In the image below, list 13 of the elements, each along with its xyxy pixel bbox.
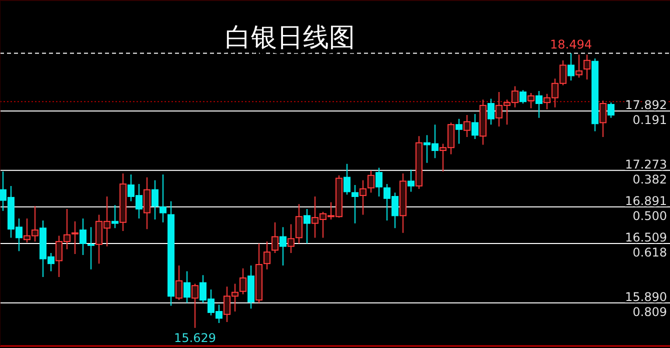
y2-tick-label: 0.809 (632, 304, 667, 319)
y-tick-label: 17.273 (625, 157, 667, 172)
annotation: 15.629 (174, 330, 216, 345)
y2-tick-label: 0.191 (632, 113, 667, 127)
y-tick-label: 16.509 (625, 230, 667, 245)
y2-tick-label: 0.500 (632, 208, 667, 223)
y2-tick-label: 0.618 (632, 246, 667, 260)
annotation: 18.494 (550, 37, 592, 52)
title: 白银日线图 (225, 23, 355, 53)
y-tick-label: 17.892 (625, 98, 667, 112)
y2-tick-label: 0.382 (632, 172, 667, 186)
y-tick-label: 16.891 (625, 194, 667, 208)
y-tick-label: 15.890 (625, 290, 667, 304)
